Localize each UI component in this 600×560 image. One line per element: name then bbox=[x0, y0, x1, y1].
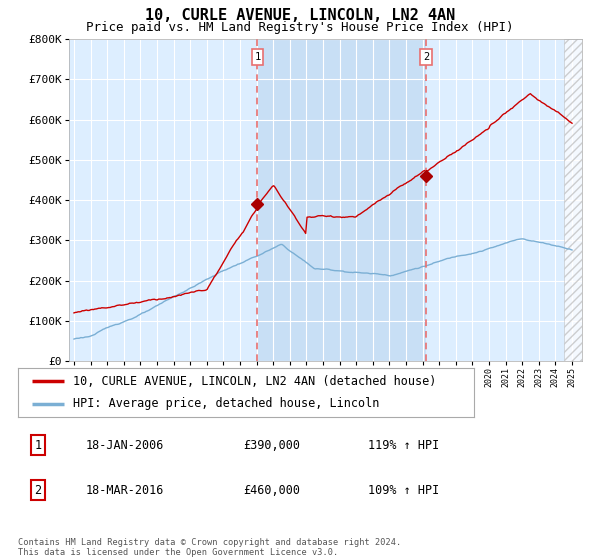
Text: 1: 1 bbox=[34, 439, 41, 452]
Text: 18-JAN-2006: 18-JAN-2006 bbox=[86, 439, 164, 452]
Text: £390,000: £390,000 bbox=[244, 439, 301, 452]
Text: 18-MAR-2016: 18-MAR-2016 bbox=[86, 484, 164, 497]
Text: 10, CURLE AVENUE, LINCOLN, LN2 4AN: 10, CURLE AVENUE, LINCOLN, LN2 4AN bbox=[145, 8, 455, 24]
Text: 109% ↑ HPI: 109% ↑ HPI bbox=[368, 484, 439, 497]
Text: 119% ↑ HPI: 119% ↑ HPI bbox=[368, 439, 439, 452]
Text: 2: 2 bbox=[34, 484, 41, 497]
Text: Price paid vs. HM Land Registry's House Price Index (HPI): Price paid vs. HM Land Registry's House … bbox=[86, 21, 514, 34]
Text: HPI: Average price, detached house, Lincoln: HPI: Average price, detached house, Linc… bbox=[73, 398, 379, 410]
Text: 1: 1 bbox=[254, 52, 260, 62]
Text: £460,000: £460,000 bbox=[244, 484, 301, 497]
Text: Contains HM Land Registry data © Crown copyright and database right 2024.
This d: Contains HM Land Registry data © Crown c… bbox=[18, 538, 401, 557]
Text: 2: 2 bbox=[423, 52, 429, 62]
Bar bbox=[257, 39, 426, 361]
Bar bbox=[564, 39, 582, 361]
Text: 10, CURLE AVENUE, LINCOLN, LN2 4AN (detached house): 10, CURLE AVENUE, LINCOLN, LN2 4AN (deta… bbox=[73, 375, 436, 388]
